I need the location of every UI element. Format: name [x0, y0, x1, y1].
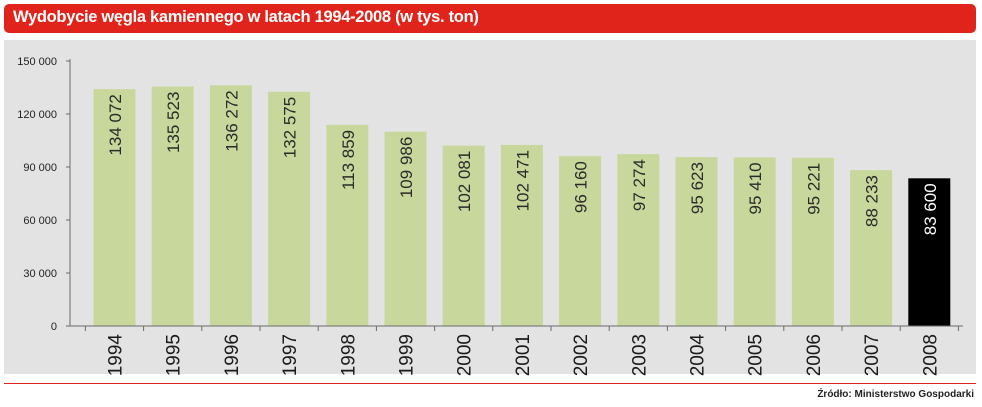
y-tick-label-60000: 60 000 — [23, 215, 57, 227]
data-label-2008: 83 600 — [921, 183, 940, 235]
bar-2005 — [733, 157, 776, 326]
data-label-2001: 102 471 — [513, 150, 532, 211]
x-tick-label-2003: 2003 — [629, 334, 650, 376]
bar-1996 — [209, 85, 252, 326]
source-note: Źródło: Ministerstwo Gospodarki — [817, 389, 974, 400]
bar-1999 — [384, 131, 427, 326]
x-tick-label-2001: 2001 — [513, 334, 534, 376]
footer-rule — [4, 383, 976, 384]
data-label-1996: 136 272 — [222, 90, 241, 151]
y-tick-label-150000: 150 000 — [17, 56, 57, 68]
y-tick-label-0: 0 — [51, 321, 57, 333]
title-bar: Wydobycie węgla kamiennego w latach 1994… — [4, 4, 976, 33]
y-tick-label-90000: 90 000 — [23, 162, 57, 174]
data-label-1998: 113 859 — [339, 130, 358, 190]
x-tick-label-1999: 1999 — [397, 334, 418, 376]
data-label-1997: 132 575 — [281, 97, 300, 158]
data-label-2000: 102 081 — [455, 151, 474, 212]
y-tick-label-30000: 30 000 — [23, 268, 57, 280]
bar-1997 — [268, 91, 311, 326]
x-tick-label-2000: 2000 — [455, 334, 476, 376]
bar-1995 — [151, 86, 194, 326]
bar-1994 — [93, 89, 136, 326]
data-label-1994: 134 072 — [106, 94, 125, 155]
x-tick-label-2008: 2008 — [920, 334, 941, 376]
x-tick-label-2002: 2002 — [571, 334, 592, 376]
x-tick-label-1995: 1995 — [164, 334, 185, 376]
x-tick-label-1994: 1994 — [106, 334, 127, 377]
y-tick-label-120000: 120 000 — [17, 109, 57, 121]
x-tick-label-1996: 1996 — [222, 334, 243, 376]
data-label-2006: 95 221 — [804, 163, 823, 215]
bar-2006 — [791, 157, 834, 326]
bar-2001 — [500, 144, 543, 326]
data-label-2003: 97 274 — [630, 159, 649, 211]
data-label-2005: 95 410 — [746, 162, 765, 214]
bar-2000 — [442, 145, 485, 326]
x-tick-label-2006: 2006 — [804, 334, 825, 376]
x-tick-label-2004: 2004 — [688, 334, 709, 377]
data-label-2007: 88 233 — [863, 175, 882, 227]
bar-2002 — [559, 156, 602, 326]
x-tick-label-2005: 2005 — [746, 334, 767, 376]
chart-title: Wydobycie węgla kamiennego w latach 1994… — [13, 8, 479, 26]
x-tick-label-1997: 1997 — [280, 334, 301, 376]
data-label-2002: 96 160 — [572, 161, 591, 213]
x-tick-label-1998: 1998 — [338, 334, 359, 376]
x-tick-label-2007: 2007 — [862, 334, 883, 376]
data-label-1995: 135 523 — [164, 92, 183, 153]
bar-1998 — [326, 124, 369, 327]
bar-2008 — [908, 178, 951, 326]
bar-2003 — [617, 154, 660, 326]
data-label-1999: 109 986 — [397, 137, 416, 198]
bar-2007 — [850, 170, 893, 326]
bar-2004 — [675, 157, 718, 326]
data-label-2004: 95 623 — [688, 162, 707, 214]
